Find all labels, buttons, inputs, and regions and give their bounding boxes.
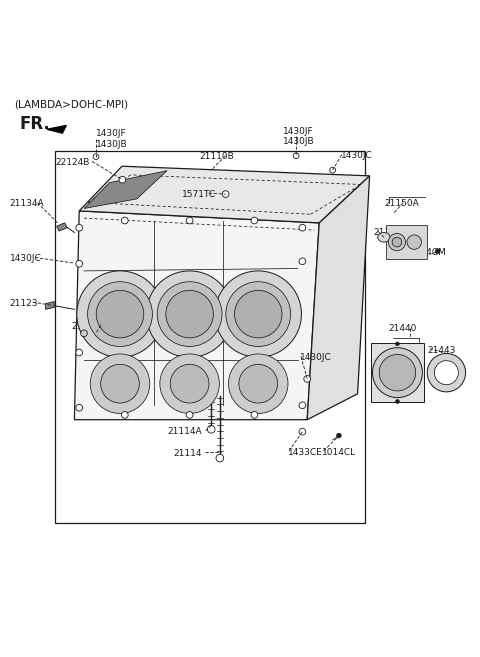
Circle shape [215, 271, 301, 357]
Circle shape [90, 354, 150, 413]
Circle shape [96, 290, 144, 338]
Circle shape [239, 365, 277, 403]
Circle shape [207, 426, 215, 433]
Circle shape [235, 290, 282, 338]
Text: 1014CM: 1014CM [410, 248, 447, 257]
Text: 21440: 21440 [389, 324, 417, 333]
Polygon shape [46, 302, 54, 309]
Text: 21152: 21152 [373, 228, 402, 237]
Text: 1571TC: 1571TC [182, 190, 216, 198]
Circle shape [101, 365, 139, 403]
Circle shape [251, 217, 258, 224]
Circle shape [119, 176, 126, 183]
Text: 1433CE: 1433CE [288, 448, 323, 457]
Circle shape [372, 348, 422, 397]
Circle shape [330, 168, 336, 173]
Circle shape [226, 282, 290, 346]
Circle shape [146, 271, 233, 357]
Text: 21123: 21123 [10, 298, 38, 307]
Circle shape [222, 191, 229, 198]
Text: 1430JC: 1430JC [10, 254, 41, 263]
Circle shape [76, 404, 83, 411]
Text: 21150A: 21150A [384, 199, 419, 208]
Text: 1430JC: 1430JC [300, 353, 332, 362]
Circle shape [77, 271, 163, 357]
Circle shape [299, 428, 306, 435]
Circle shape [170, 365, 209, 403]
Text: 21114: 21114 [173, 449, 202, 458]
Circle shape [121, 411, 128, 419]
Circle shape [396, 342, 399, 346]
Text: 1430JF
1430JB: 1430JF 1430JB [96, 129, 128, 148]
Circle shape [166, 290, 213, 338]
Circle shape [93, 154, 99, 160]
Circle shape [388, 233, 406, 251]
Circle shape [157, 282, 222, 346]
Circle shape [407, 235, 421, 249]
Text: 1014CL: 1014CL [322, 448, 356, 457]
Circle shape [379, 354, 416, 391]
Text: 21114A: 21114A [167, 427, 202, 436]
Circle shape [186, 217, 193, 224]
Circle shape [216, 454, 224, 462]
Circle shape [427, 353, 466, 392]
Polygon shape [307, 176, 370, 420]
Polygon shape [79, 166, 370, 223]
Circle shape [299, 258, 306, 265]
Text: 22124B: 22124B [55, 158, 89, 168]
Circle shape [434, 361, 458, 384]
Text: FR.: FR. [19, 115, 50, 133]
Text: 1430JF
1430JB: 1430JF 1430JB [283, 127, 315, 147]
Circle shape [396, 399, 399, 403]
Polygon shape [47, 125, 66, 133]
Circle shape [76, 260, 83, 267]
Circle shape [299, 402, 306, 409]
Circle shape [186, 411, 193, 419]
Circle shape [76, 349, 83, 356]
Circle shape [435, 249, 440, 254]
Polygon shape [74, 211, 319, 420]
Text: 21162A: 21162A [71, 321, 106, 330]
Bar [371, 343, 424, 403]
Circle shape [293, 153, 299, 158]
Text: 21134A: 21134A [10, 199, 44, 208]
Circle shape [299, 224, 306, 231]
Bar [386, 225, 427, 259]
Text: 21110B: 21110B [199, 152, 234, 161]
Polygon shape [57, 223, 67, 231]
Circle shape [121, 217, 128, 224]
Circle shape [336, 433, 341, 438]
Circle shape [87, 282, 153, 346]
Circle shape [76, 224, 83, 231]
Bar [55, 151, 365, 523]
Circle shape [304, 376, 311, 382]
Circle shape [81, 330, 87, 336]
Circle shape [228, 354, 288, 413]
Text: 1430JC: 1430JC [341, 151, 372, 160]
Circle shape [251, 411, 258, 419]
Text: 21443: 21443 [427, 346, 456, 355]
Circle shape [392, 237, 402, 247]
Ellipse shape [378, 233, 390, 242]
Text: (LAMBDA>DOHC-MPI): (LAMBDA>DOHC-MPI) [14, 99, 129, 109]
Circle shape [160, 354, 219, 413]
Polygon shape [84, 171, 167, 208]
